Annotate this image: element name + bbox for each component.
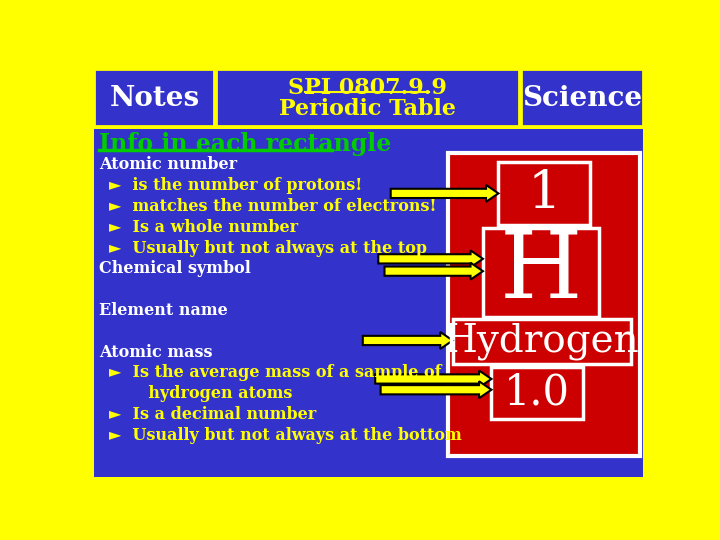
Text: Periodic Table: Periodic Table	[279, 98, 456, 120]
Text: ►  Is a decimal number: ► Is a decimal number	[109, 406, 316, 423]
Text: 1.0: 1.0	[504, 372, 570, 414]
FancyBboxPatch shape	[492, 367, 583, 419]
FancyArrow shape	[381, 381, 492, 398]
Text: Notes: Notes	[109, 85, 199, 112]
Text: ►  Usually but not always at the top: ► Usually but not always at the top	[109, 240, 426, 256]
FancyArrow shape	[384, 262, 483, 280]
FancyBboxPatch shape	[448, 153, 640, 456]
FancyBboxPatch shape	[521, 69, 644, 126]
Text: hydrogen atoms: hydrogen atoms	[109, 385, 292, 402]
Text: Hydrogen: Hydrogen	[444, 322, 639, 360]
Text: ►  is the number of protons!: ► is the number of protons!	[109, 177, 362, 194]
FancyArrow shape	[378, 251, 483, 267]
Text: Info in each rectangle: Info in each rectangle	[99, 132, 392, 156]
Text: Science: Science	[522, 85, 642, 112]
FancyBboxPatch shape	[453, 319, 631, 363]
Text: 1: 1	[527, 168, 561, 219]
Text: ►  Usually but not always at the bottom: ► Usually but not always at the bottom	[109, 427, 462, 444]
Text: ►  Is a whole number: ► Is a whole number	[109, 219, 298, 236]
Text: H: H	[500, 227, 582, 318]
FancyBboxPatch shape	[216, 69, 518, 126]
FancyArrow shape	[375, 370, 492, 387]
Text: Atomic mass: Atomic mass	[99, 343, 213, 361]
FancyBboxPatch shape	[483, 228, 599, 316]
FancyArrow shape	[363, 332, 453, 349]
FancyArrow shape	[391, 185, 498, 202]
Text: Atomic number: Atomic number	[99, 157, 238, 173]
FancyBboxPatch shape	[94, 69, 214, 126]
Text: ►  Is the average mass of a sample of: ► Is the average mass of a sample of	[109, 364, 441, 381]
Text: Element name: Element name	[99, 302, 228, 319]
Text: ►  matches the number of electrons!: ► matches the number of electrons!	[109, 198, 436, 215]
FancyBboxPatch shape	[94, 129, 642, 477]
Text: Chemical symbol: Chemical symbol	[99, 260, 251, 278]
Text: SPI 0807.9.9: SPI 0807.9.9	[288, 77, 447, 99]
FancyBboxPatch shape	[498, 162, 590, 225]
